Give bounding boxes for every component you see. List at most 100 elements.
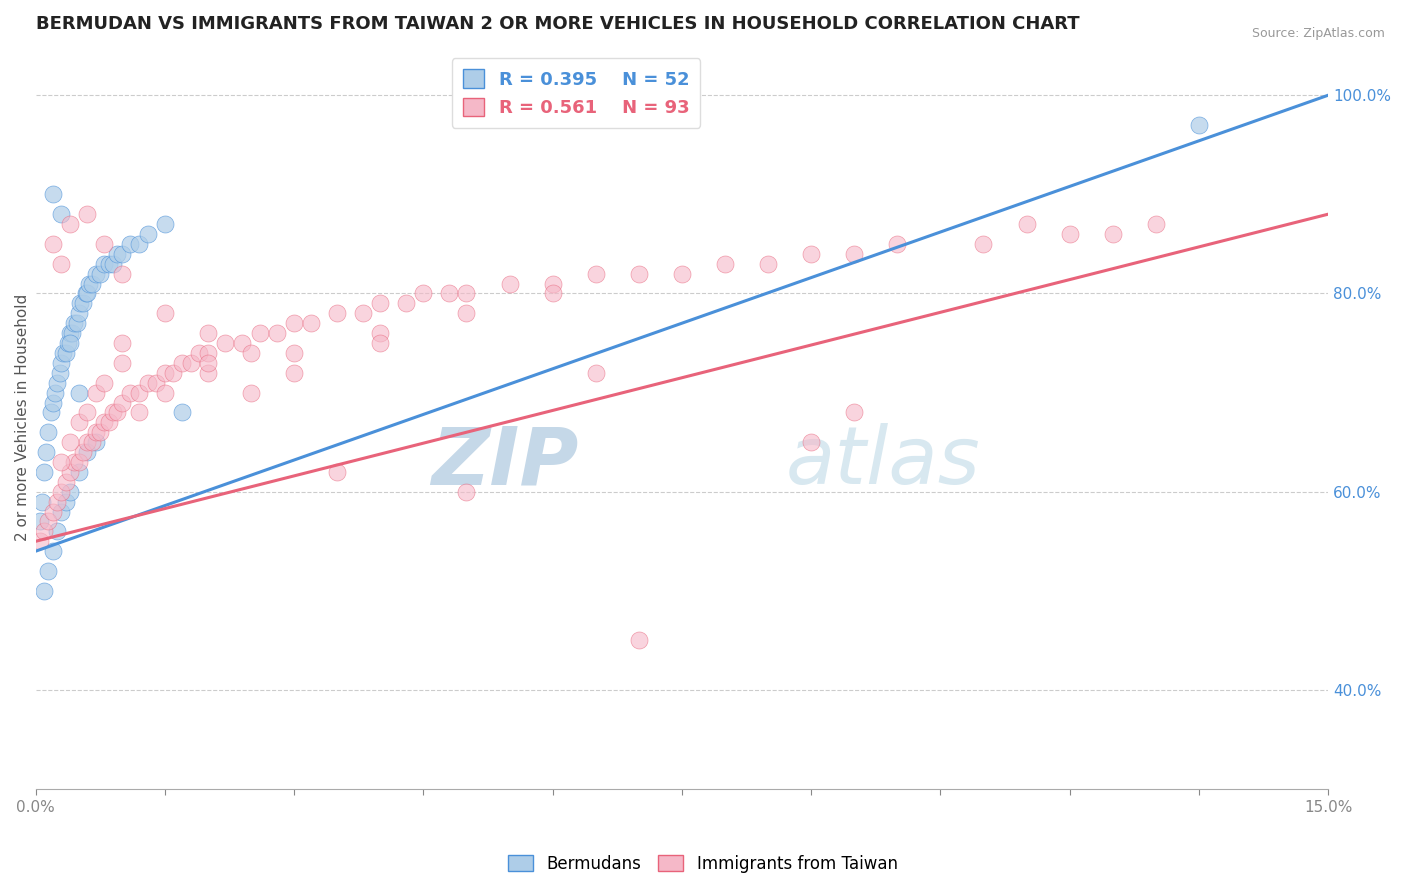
Text: Source: ZipAtlas.com: Source: ZipAtlas.com [1251, 27, 1385, 40]
Point [627, 267, 650, 281]
Point [456, 484, 478, 499]
Point [197, 356, 219, 370]
Point [283, 366, 305, 380]
Point [51, 207, 73, 221]
Point [80, 277, 103, 291]
Point [180, 356, 202, 370]
Point [111, 247, 134, 261]
Point [76, 286, 98, 301]
Point [32, 524, 55, 539]
Point [585, 366, 607, 380]
Point [240, 385, 263, 400]
Legend: R = 0.395    N = 52, R = 0.561    N = 93: R = 0.395 N = 52, R = 0.561 N = 93 [451, 58, 700, 128]
Point [111, 267, 134, 281]
Point [55, 346, 77, 360]
Point [128, 385, 150, 400]
Point [886, 236, 908, 251]
Point [67, 306, 90, 320]
Point [39, 405, 62, 419]
Point [120, 385, 142, 400]
Point [844, 405, 866, 419]
Point [84, 435, 107, 450]
Point [51, 356, 73, 370]
Point [101, 257, 124, 271]
Point [28, 515, 51, 529]
Point [128, 405, 150, 419]
Point [75, 286, 97, 301]
Point [93, 236, 115, 251]
Point [69, 296, 91, 310]
Point [84, 425, 107, 440]
Point [456, 306, 478, 320]
Point [214, 336, 236, 351]
Point [1101, 227, 1123, 241]
Point [153, 385, 176, 400]
Point [42, 505, 65, 519]
Point [756, 257, 779, 271]
Point [1059, 227, 1081, 241]
Point [32, 465, 55, 479]
Point [1144, 217, 1167, 231]
Legend: Bermudans, Immigrants from Taiwan: Bermudans, Immigrants from Taiwan [502, 848, 904, 880]
Point [111, 395, 134, 409]
Point [368, 296, 391, 310]
Point [136, 376, 159, 390]
Point [76, 445, 98, 459]
Point [51, 455, 73, 469]
Point [59, 435, 82, 450]
Point [46, 376, 69, 390]
Point [84, 385, 107, 400]
Point [844, 247, 866, 261]
Point [66, 316, 89, 330]
Point [93, 376, 115, 390]
Point [299, 316, 322, 330]
Y-axis label: 2 or more Vehicles in Household: 2 or more Vehicles in Household [15, 293, 30, 541]
Point [59, 484, 82, 499]
Text: BERMUDAN VS IMMIGRANTS FROM TAIWAN 2 OR MORE VEHICLES IN HOUSEHOLD CORRELATION C: BERMUDAN VS IMMIGRANTS FROM TAIWAN 2 OR … [35, 15, 1080, 33]
Point [283, 316, 305, 330]
Point [55, 494, 77, 508]
Point [128, 236, 150, 251]
Point [51, 484, 73, 499]
Point [1015, 217, 1038, 231]
Point [368, 326, 391, 340]
Point [145, 376, 167, 390]
Point [52, 346, 75, 360]
Point [197, 326, 219, 340]
Point [89, 425, 111, 440]
Point [352, 306, 374, 320]
Point [541, 286, 564, 301]
Point [59, 336, 82, 351]
Point [84, 267, 107, 281]
Point [42, 544, 65, 558]
Point [800, 435, 823, 450]
Point [46, 494, 69, 508]
Point [67, 455, 90, 469]
Point [101, 405, 124, 419]
Point [72, 445, 94, 459]
Point [111, 356, 134, 370]
Point [111, 336, 134, 351]
Point [37, 564, 59, 578]
Point [170, 405, 193, 419]
Point [35, 445, 58, 459]
Point [80, 435, 103, 450]
Point [93, 257, 115, 271]
Point [89, 267, 111, 281]
Point [60, 326, 83, 340]
Point [162, 366, 184, 380]
Point [67, 465, 90, 479]
Text: ZIP: ZIP [432, 423, 578, 501]
Point [37, 425, 59, 440]
Point [800, 247, 823, 261]
Point [714, 257, 737, 271]
Point [51, 257, 73, 271]
Point [249, 326, 271, 340]
Point [231, 336, 253, 351]
Point [51, 505, 73, 519]
Point [48, 366, 70, 380]
Point [42, 236, 65, 251]
Point [59, 326, 82, 340]
Point [28, 534, 51, 549]
Point [153, 217, 176, 231]
